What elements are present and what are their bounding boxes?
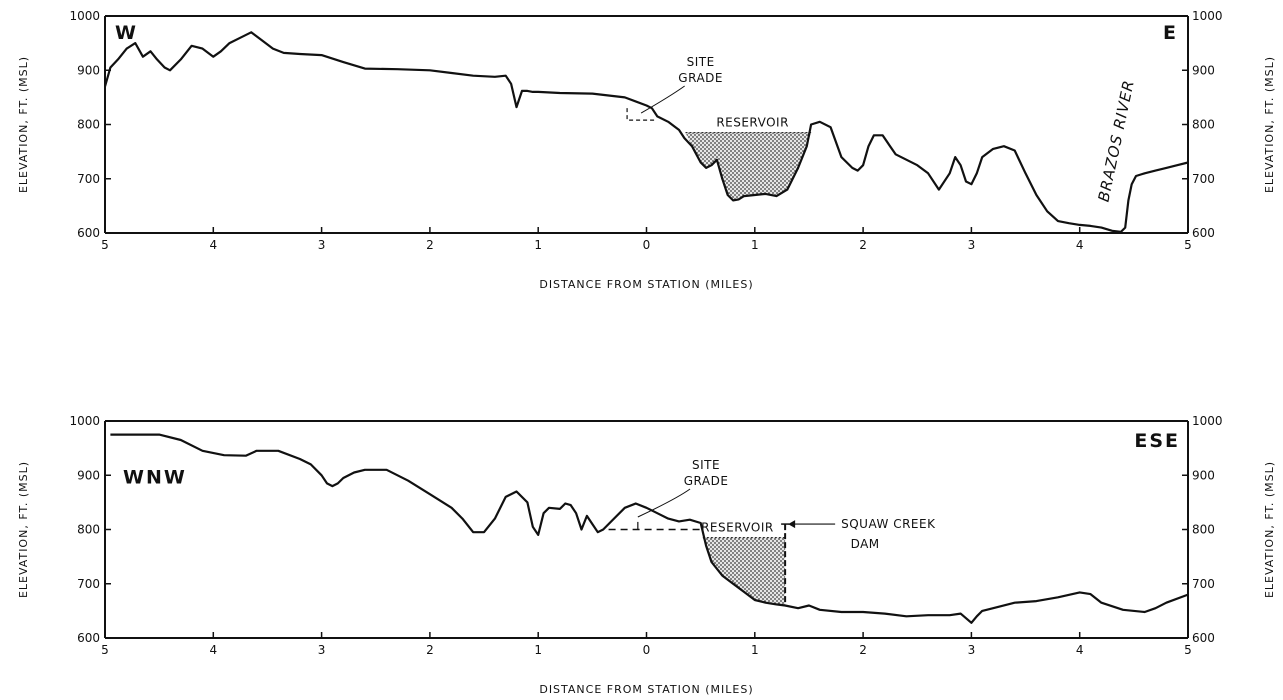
panel-west-east: 600 600 700 700 800 800 900 900 1000 1000 5 4 3 2 1 0 1 2…	[17, 9, 1276, 291]
x-tick-label: 4	[209, 238, 217, 252]
x-tick-label: 3	[968, 238, 976, 252]
y-tick-label-right: 800	[1192, 118, 1215, 132]
direction-label-left: WNW	[123, 466, 187, 488]
x-tick-label: 3	[318, 643, 326, 657]
y-tick-label-right: 700	[1192, 577, 1215, 591]
dam-label-line2: DAM	[851, 537, 880, 551]
y-tick-label-right: 900	[1192, 63, 1215, 77]
site-grade-leader	[640, 85, 685, 114]
terrain-profile-line	[103, 31, 1189, 233]
x-tick-label: 3	[318, 238, 326, 252]
x-tick-label: 1	[751, 238, 759, 252]
x-tick-label: 1	[751, 643, 759, 657]
reservoir-area	[702, 537, 786, 606]
direction-label-right: E	[1163, 22, 1178, 44]
reservoir-label: RESERVOIR	[701, 521, 774, 535]
x-tick-label: 1	[534, 643, 542, 657]
y-tick-label-left: 800	[77, 118, 100, 132]
x-tick-label: 1	[534, 238, 542, 252]
y-tick-label-left: 700	[77, 172, 100, 186]
y-tick-label-left: 600	[77, 631, 100, 645]
x-axis-title: DISTANCE FROM STATION (MILES)	[539, 278, 753, 291]
y-axis-title-right: ELEVATION, FT. (MSL)	[1263, 56, 1276, 193]
x-tick-label: 2	[859, 238, 867, 252]
y-axis-title-left: ELEVATION, FT. (MSL)	[17, 56, 30, 193]
x-tick-label: 5	[1184, 643, 1192, 657]
y-tick-label-left: 800	[77, 523, 100, 537]
x-tick-label: 5	[101, 238, 109, 252]
direction-label-left: W	[115, 22, 138, 44]
y-tick-label-left: 600	[77, 226, 100, 240]
y-tick-label-left: 700	[77, 577, 100, 591]
direction-label-right: ESE	[1134, 430, 1180, 452]
y-tick-label-left: 1000	[69, 9, 100, 23]
x-tick-label: 4	[209, 643, 217, 657]
x-tick-label: 0	[643, 643, 651, 657]
panel-wnw-ese: 600 600 700 700 800 800 900 900 1000 1000 5 4 3 2 1 0 1 2…	[17, 414, 1276, 696]
dam-arrowhead	[788, 520, 796, 529]
y-tick-label-left: 900	[77, 468, 100, 482]
y-tick-label-left: 900	[77, 63, 100, 77]
y-tick-label-right: 800	[1192, 523, 1215, 537]
y-axis-title-left: ELEVATION, FT. (MSL)	[17, 461, 30, 598]
y-axis-title-right: ELEVATION, FT. (MSL)	[1263, 461, 1276, 598]
reservoir-label: RESERVOIR	[716, 116, 789, 130]
x-tick-label: 5	[101, 643, 109, 657]
x-tick-label: 2	[859, 643, 867, 657]
x-tick-label: 3	[968, 643, 976, 657]
site-grade-dashed-line	[626, 108, 656, 121]
reservoir-area	[685, 132, 812, 201]
x-tick-label: 2	[426, 643, 434, 657]
x-axis-title: DISTANCE FROM STATION (MILES)	[539, 683, 753, 696]
x-tick-label: 5	[1184, 238, 1192, 252]
terrain-profile-line	[110, 433, 1189, 624]
y-tick-label-right: 1000	[1192, 414, 1223, 428]
site-grade-label-line1: SITE	[687, 55, 715, 69]
x-tick-label: 4	[1076, 643, 1084, 657]
y-tick-label-right: 600	[1192, 226, 1215, 240]
y-tick-label-right: 700	[1192, 172, 1215, 186]
x-tick-label: 0	[643, 238, 651, 252]
y-tick-label-right: 1000	[1192, 9, 1223, 23]
x-tick-label: 2	[426, 238, 434, 252]
x-tick-label: 4	[1076, 238, 1084, 252]
site-grade-leader	[637, 488, 691, 518]
y-tick-label-right: 600	[1192, 631, 1215, 645]
y-tick-label-left: 1000	[69, 414, 100, 428]
y-tick-label-right: 900	[1192, 468, 1215, 482]
site-grade-label-line1: SITE	[692, 458, 720, 472]
site-grade-label-line2: GRADE	[678, 71, 723, 85]
dam-label-line1: SQUAW CREEK	[841, 517, 936, 531]
site-grade-label-line2: GRADE	[684, 474, 729, 488]
